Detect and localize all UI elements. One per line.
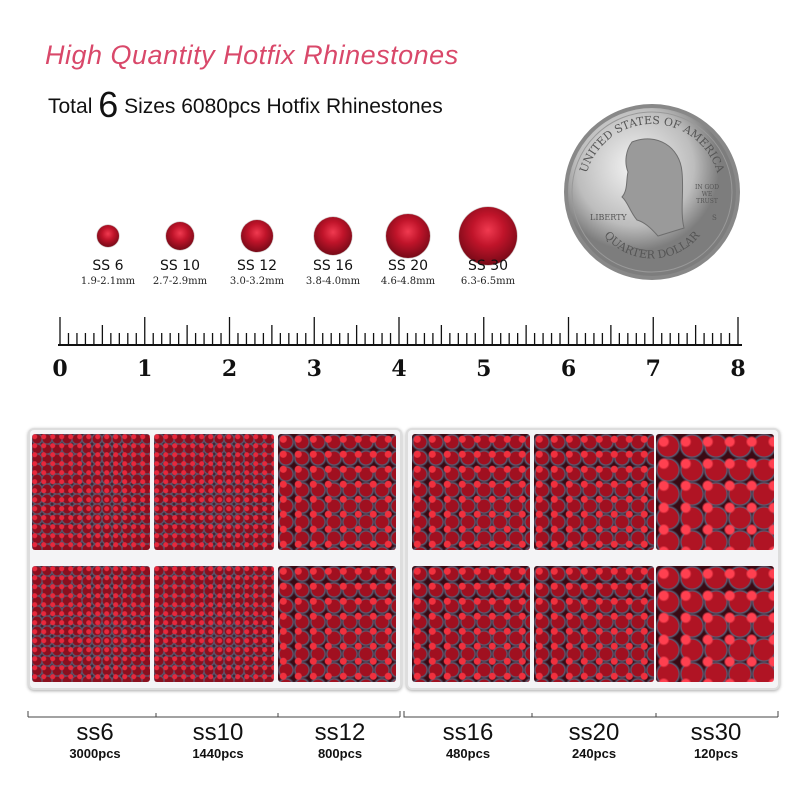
ruler-number: 4 [391,356,407,382]
quarter-coin-image: UNITED STATES OF AMERICA QUARTER DOLLAR … [564,104,740,280]
ruler-number: 1 [137,356,153,382]
count-pcs: 3000pcs [69,746,121,761]
subheadline: Total 6 Sizes 6080pcs Hotfix Rhinestones [48,84,443,126]
compartment-rhinestones [32,434,150,550]
count-size: ss16 [442,719,494,746]
size-label: SS 16 [312,258,354,274]
compartment-count: ss10 1440pcs [160,720,276,762]
rhinestone-sample [459,207,517,265]
compartment-rhinestones [154,566,274,682]
compartment-divider-line [27,711,779,718]
ruler-number: 2 [221,356,238,382]
size-count: 6 [98,84,119,125]
headline: High Quantity Hotfix Rhinestones [45,40,459,70]
ruler [58,317,742,346]
count-pcs: 1440pcs [192,746,244,761]
count-size: ss6 [76,719,114,746]
compartment-rhinestones [534,566,654,682]
coin-motto: IN GOD WE TRUST [694,184,720,205]
coin-liberty: LIBERTY [590,213,627,222]
count-pcs: 480pcs [445,746,491,761]
rhinestone-sample [97,225,119,247]
compartment-count: ss20 240pcs [536,720,652,762]
rhinestone-sample [314,217,352,255]
compartment-rhinestones [656,434,774,550]
rhinestone-sample [386,214,430,258]
compartment-rhinestones [154,434,274,550]
ruler-number: 0 [52,356,68,382]
compartment-rhinestones [32,566,150,682]
size-label: SS 30 [467,258,509,274]
ruler-number: 8 [730,356,746,382]
size-label: SS 10 [159,258,201,274]
compartment-count: ss12 800pcs [282,720,398,762]
rhinestone-sample [241,220,273,252]
size-mm: 1.9-2.1mm [80,276,136,287]
count-size: ss30 [690,719,742,746]
compartment-count: ss6 3000pcs [37,720,153,762]
count-size: ss10 [192,719,244,746]
size-mm: 3.8-4.0mm [305,276,361,287]
count-pcs: 240pcs [571,746,617,761]
compartment-rhinestones [412,566,530,682]
size-mm: 3.0-3.2mm [229,276,285,287]
subtitle-pre: Total [48,95,99,118]
size-mm: 2.7-2.9mm [152,276,208,287]
ruler-number: 6 [560,356,577,382]
count-size: ss12 [314,719,366,746]
count-size: ss20 [568,719,620,746]
compartment-count: ss30 120pcs [658,720,774,762]
count-pcs: 120pcs [693,746,739,761]
size-label: SS 12 [236,258,278,274]
size-label: SS 6 [92,258,124,274]
compartment-count: ss16 480pcs [410,720,526,762]
ruler-number: 3 [306,356,322,382]
rhinestone-sample [166,222,194,250]
size-mm: 6.3-6.5mm [460,276,516,287]
size-mm: 4.6-4.8mm [380,276,436,287]
compartment-rhinestones [534,434,654,550]
compartment-rhinestones [412,434,530,550]
coin-mint-mark: S [712,214,717,222]
size-label: SS 20 [387,258,429,274]
compartment-rhinestones [278,434,396,550]
count-pcs: 800pcs [317,746,363,761]
ruler-number: 5 [476,356,492,382]
compartment-rhinestones [656,566,774,682]
compartment-rhinestones [278,566,396,682]
subtitle-post: Sizes 6080pcs Hotfix Rhinestones [118,95,443,118]
ruler-number: 7 [645,356,661,382]
